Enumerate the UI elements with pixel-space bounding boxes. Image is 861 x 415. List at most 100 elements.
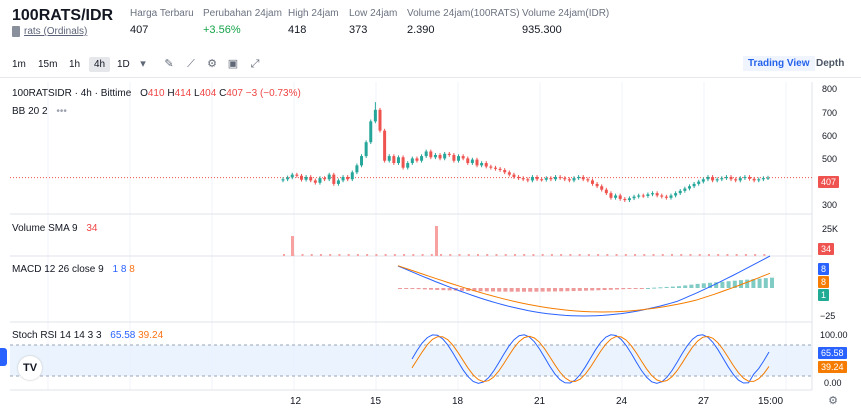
candle	[406, 163, 410, 168]
stat-value: +3.56%	[203, 24, 241, 36]
ohlc-h-label: H	[167, 88, 175, 99]
stat-low: Low 24jam 373	[349, 8, 397, 36]
stoch-band	[10, 345, 812, 376]
bb-legend: BB 20 2 •••	[12, 106, 67, 117]
tab-trading-view[interactable]: Trading View	[743, 56, 815, 71]
volume-bar	[338, 254, 341, 256]
more-icon[interactable]: •••	[56, 106, 67, 117]
chevron-down-icon[interactable]: ▾	[140, 58, 146, 70]
side-toggle[interactable]	[0, 348, 7, 366]
candle	[669, 195, 673, 198]
price-axis-label: 600	[822, 131, 838, 141]
candle	[360, 156, 364, 166]
volume-bar	[726, 254, 729, 256]
volume-bar	[495, 254, 498, 256]
stat-value: 935.300	[522, 24, 562, 36]
volume-bar	[477, 254, 479, 256]
macd-histogram-bar	[615, 288, 619, 290]
macd-histogram-bar	[677, 286, 681, 288]
macd-histogram-bar	[701, 283, 706, 288]
volume-bar	[634, 254, 637, 256]
save-icon[interactable]: ▣	[227, 58, 239, 70]
x-axis-label: 15:00	[758, 396, 784, 407]
stat-volume-idr: Volume 24jam(IDR) 935.300	[522, 8, 609, 36]
stat-value: 373	[349, 24, 368, 36]
ohlc-c-value: 407	[226, 88, 243, 99]
macd-histogram-bar	[571, 288, 576, 292]
candle	[346, 176, 350, 180]
candle	[632, 196, 636, 199]
volume-bar	[421, 254, 424, 256]
tradingview-logo[interactable]: TV	[18, 356, 42, 380]
token-link[interactable]: rats (Ordinals)	[24, 26, 88, 37]
timeframe-15m[interactable]: 15m	[38, 59, 58, 70]
tab-depth[interactable]: Depth	[816, 58, 845, 69]
volume-bar	[587, 254, 590, 256]
volume-bar	[504, 254, 507, 256]
macd-histogram-bar	[553, 288, 557, 292]
gear-icon[interactable]: ⚙	[207, 58, 217, 70]
stoch-value-k: 65.58	[110, 330, 136, 341]
bb-label: BB 20 2	[12, 106, 48, 117]
candle	[530, 176, 534, 181]
timeframe-4h[interactable]: 4h	[89, 57, 111, 72]
candle	[766, 177, 770, 179]
gear-icon[interactable]: ⚙	[828, 395, 838, 407]
candle	[687, 186, 691, 189]
candle	[572, 178, 576, 181]
candle	[341, 176, 345, 181]
volume-bar	[375, 254, 378, 256]
candle	[729, 176, 733, 180]
pencil-icon[interactable]: ✎	[164, 58, 174, 70]
timeframe-1d[interactable]: 1D	[117, 59, 130, 70]
macd-histogram-bar	[522, 288, 526, 292]
stoch-tag: 39.24	[818, 361, 847, 373]
stoch-k-line	[411, 334, 770, 384]
candle	[549, 178, 553, 180]
candle	[401, 157, 405, 168]
stat-label: Perubahan 24jam	[203, 8, 282, 19]
volume-bar	[513, 254, 516, 256]
timeframe-1m[interactable]: 1m	[12, 59, 26, 70]
candle	[290, 174, 294, 178]
candle	[734, 179, 738, 181]
chart-toolbar: 1m 15m 1h 4h 1D ▾ ✎ ⟋ ⚙ ▣ ⤢ Trading View…	[0, 52, 861, 78]
ohlc-c-label: C	[219, 88, 227, 99]
macd-histogram-bar	[478, 288, 483, 292]
macd-histogram-bar	[745, 279, 750, 288]
x-axis-label: 18	[452, 396, 464, 407]
candle	[364, 142, 368, 157]
volume-bar	[467, 254, 470, 256]
volume-bar	[680, 254, 683, 256]
candle	[637, 195, 641, 197]
macd-histogram-bar	[422, 288, 427, 290]
timeframe-1h[interactable]: 1h	[69, 59, 81, 70]
line-chart-icon[interactable]: ⟋	[187, 58, 195, 70]
ohlc-change: −3 (−0.73%)	[245, 88, 301, 99]
candle	[697, 181, 701, 184]
macd-histogram-bar	[509, 288, 514, 292]
macd-histogram-bar	[602, 288, 607, 291]
macd-value-2: 8	[120, 264, 127, 275]
macd-histogram-bar	[646, 287, 650, 289]
candle	[752, 178, 756, 181]
candle	[609, 193, 613, 198]
candle	[410, 158, 414, 164]
candle	[475, 159, 479, 166]
fullscreen-icon[interactable]: ⤢	[250, 58, 260, 70]
stat-label: Low 24jam	[349, 8, 398, 19]
candle	[281, 179, 285, 181]
macd-histogram-bar	[627, 288, 632, 289]
macd-legend: MACD 12 26 close 9 1 8 8	[12, 264, 135, 275]
volume-bar	[689, 254, 692, 256]
volume-bar	[560, 254, 563, 256]
candle	[581, 176, 585, 180]
ohlc-l-label: L	[194, 88, 200, 99]
volume-bar	[319, 254, 322, 256]
volume-bar	[412, 254, 415, 256]
macd-histogram-bar	[404, 288, 409, 289]
stat-label: Volume 24jam(IDR)	[522, 8, 610, 19]
ohlc-h-value: 414	[174, 88, 192, 99]
